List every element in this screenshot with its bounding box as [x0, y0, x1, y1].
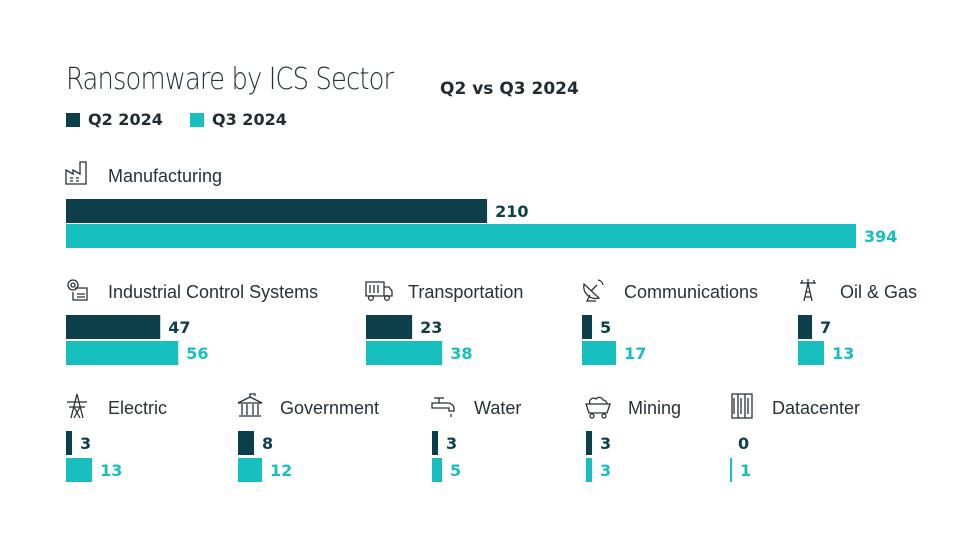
legend-swatch-q3	[190, 112, 204, 127]
bar-government-q3	[238, 458, 263, 482]
value-label-oil-and-gas-q2: 7	[820, 318, 831, 337]
bar-electric-q2	[66, 431, 73, 455]
value-label-electric-q2: 3	[80, 434, 91, 453]
satellite-dish-icon	[583, 279, 604, 302]
category-label-industrial-control-systems: Industrial Control Systems	[108, 282, 318, 302]
bar-water-q3	[432, 458, 443, 482]
legend-item-q3: Q3 2024	[190, 110, 287, 129]
bar-transportation-q3	[366, 341, 443, 365]
value-label-industrial-control-systems-q2: 47	[168, 318, 190, 337]
oil-rig-icon	[800, 279, 816, 302]
legend-item-q2: Q2 2024	[66, 110, 163, 129]
bar-communications-q2	[582, 315, 593, 339]
category-label-electric: Electric	[108, 398, 167, 418]
control-system-icon	[67, 279, 88, 301]
category-group-mining: Mining 3 3	[585, 396, 681, 482]
bar-mining-q3	[586, 458, 593, 482]
category-group-water: Water 3 5	[431, 397, 521, 482]
bar-communications-q3	[582, 341, 617, 365]
bar-oil-and-gas-q3	[798, 341, 825, 365]
category-group-industrial-control-systems: Industrial Control Systems 47 56	[66, 279, 318, 365]
category-label-water: Water	[474, 398, 521, 418]
legend-swatch-q2	[66, 112, 80, 127]
chart-subtitle: Q2 vs Q3 2024	[440, 79, 579, 99]
bar-industrial-control-systems-q2	[66, 315, 161, 339]
category-group-oil-and-gas: Oil & Gas 713	[798, 279, 917, 365]
bar-manufacturing-q2	[66, 199, 488, 223]
legend-label-q2: Q2 2024	[88, 110, 163, 129]
value-label-manufacturing-q3: 394	[864, 227, 897, 246]
category-label-datacenter: Datacenter	[772, 398, 860, 418]
factory-icon	[65, 161, 87, 185]
bar-datacenter-q3	[730, 458, 733, 482]
value-label-manufacturing-q2: 210	[495, 202, 528, 221]
value-label-mining-q2: 3	[600, 434, 611, 453]
value-label-transportation-q2: 23	[420, 318, 442, 337]
value-label-communications-q3: 17	[624, 344, 646, 363]
category-group-transportation: Transportation 23 38	[365, 281, 523, 365]
server-rack-icon	[731, 393, 753, 419]
bar-transportation-q2	[366, 315, 413, 339]
value-label-industrial-control-systems-q3: 56	[186, 344, 208, 363]
category-label-manufacturing: Manufacturing	[108, 166, 222, 186]
value-label-datacenter-q2: 0	[738, 434, 749, 453]
value-label-datacenter-q3: 1	[740, 461, 751, 480]
category-group-manufacturing: Manufacturing 210 394	[65, 161, 897, 248]
category-label-transportation: Transportation	[408, 282, 523, 302]
bar-oil-and-gas-q2	[798, 315, 813, 339]
value-label-communications-q2: 5	[600, 318, 611, 337]
value-label-transportation-q3: 38	[450, 344, 472, 363]
chart-title: Ransomware by ICS Sector	[66, 62, 394, 97]
category-group-communications: Communications 5 17	[582, 279, 758, 365]
category-group-datacenter: Datacenter 0 1	[730, 393, 860, 482]
bar-electric-q3	[66, 458, 93, 482]
value-label-water-q3: 5	[450, 461, 461, 480]
faucet-icon	[431, 397, 455, 417]
bar-manufacturing-q3	[66, 224, 856, 248]
value-label-mining-q3: 3	[600, 461, 611, 480]
legend-label-q3: Q3 2024	[212, 110, 287, 129]
power-tower-icon	[67, 393, 87, 419]
value-label-electric-q3: 13	[100, 461, 122, 480]
truck-icon	[365, 281, 393, 302]
category-group-government: Government 8 12	[237, 393, 379, 482]
bar-government-q2	[238, 431, 255, 455]
bar-industrial-control-systems-q3	[66, 341, 179, 365]
value-label-government-q3: 12	[270, 461, 292, 480]
bar-water-q2	[432, 431, 439, 455]
value-label-water-q2: 3	[446, 434, 457, 453]
mine-cart-icon	[585, 396, 611, 419]
category-label-communications: Communications	[624, 282, 758, 302]
government-building-icon	[237, 393, 263, 417]
bar-mining-q2	[586, 431, 593, 455]
category-label-government: Government	[280, 398, 379, 418]
category-label-mining: Mining	[628, 398, 681, 418]
category-group-electric: Electric 3 13	[66, 393, 167, 482]
value-label-oil-and-gas-q3: 13	[832, 344, 854, 363]
category-label-oil-and-gas: Oil & Gas	[840, 282, 917, 302]
value-label-government-q2: 8	[262, 434, 273, 453]
